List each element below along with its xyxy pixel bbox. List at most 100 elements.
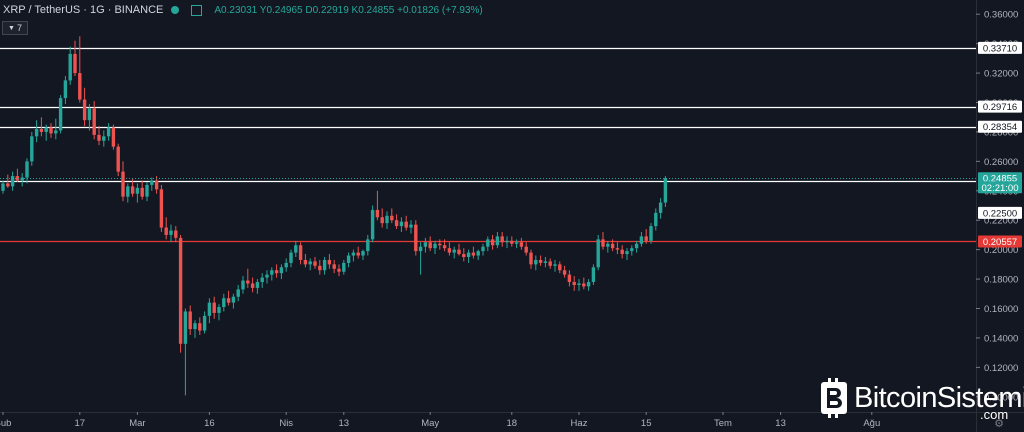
candle-body[interactable] (25, 161, 29, 178)
candle-body[interactable] (476, 251, 480, 256)
candle-body[interactable] (658, 202, 663, 213)
candle-body[interactable] (308, 261, 312, 265)
candle-body[interactable] (126, 186, 130, 197)
candle-body[interactable] (298, 245, 303, 260)
candle-body[interactable] (154, 180, 159, 190)
candle-body[interactable] (380, 217, 384, 224)
candle-body[interactable] (548, 261, 552, 266)
candle-body[interactable] (390, 215, 394, 221)
candle-body[interactable] (495, 236, 500, 246)
candle-body[interactable] (303, 259, 308, 265)
candle-body[interactable] (92, 108, 96, 135)
candle-body[interactable] (289, 252, 293, 263)
candle-body[interactable] (500, 236, 504, 243)
candle-body[interactable] (423, 242, 428, 247)
candle-body[interactable] (1, 183, 5, 191)
candle-body[interactable] (327, 259, 332, 265)
candle-body[interactable] (572, 282, 576, 285)
candle-body[interactable] (529, 252, 533, 265)
candle-body[interactable] (318, 265, 322, 271)
candle-body[interactable] (145, 184, 149, 197)
symbol-title[interactable]: XRP / TetherUS · 1G · BINANCE (3, 4, 164, 16)
candle-body[interactable] (270, 270, 274, 275)
candle-body[interactable] (630, 248, 634, 252)
candle-body[interactable] (68, 53, 72, 81)
candle-body[interactable] (610, 243, 615, 249)
candle-body[interactable] (274, 270, 279, 274)
candle-body[interactable] (370, 209, 375, 240)
gear-icon[interactable]: ⚙ (994, 417, 1004, 430)
candle-body[interactable] (250, 283, 255, 288)
candle-body[interactable] (121, 171, 125, 197)
candle-body[interactable] (438, 243, 442, 246)
candle-body[interactable] (150, 180, 154, 185)
candle-body[interactable] (6, 183, 10, 187)
candle-body[interactable] (534, 259, 538, 265)
candle-body[interactable] (466, 252, 471, 257)
candle-body[interactable] (457, 249, 461, 255)
candle-body[interactable] (639, 236, 644, 244)
candle-body[interactable] (188, 311, 192, 330)
candle-body[interactable] (39, 128, 44, 132)
indicator-toggle[interactable]: ▼ 7 (2, 21, 28, 35)
candle-body[interactable] (553, 264, 557, 266)
candle-body[interactable] (241, 280, 245, 290)
candle-body[interactable] (615, 248, 620, 250)
candle-body[interactable] (409, 224, 413, 228)
candle-body[interactable] (178, 237, 183, 344)
candle-body[interactable] (442, 245, 447, 249)
candle-body[interactable] (78, 73, 82, 100)
candle-body[interactable] (226, 298, 231, 303)
candle-body[interactable] (346, 255, 351, 263)
candle-body[interactable] (582, 283, 586, 287)
candle-body[interactable] (505, 240, 509, 243)
candle-body[interactable] (591, 267, 596, 283)
candle-body[interactable] (332, 264, 336, 269)
candle-body[interactable] (606, 243, 610, 247)
candle-body[interactable] (260, 277, 264, 283)
candle-body[interactable] (644, 236, 648, 241)
candle-body[interactable] (471, 252, 476, 256)
candle-body[interactable] (15, 176, 20, 181)
collapse-square-icon[interactable] (191, 4, 203, 16)
candle-body[interactable] (567, 274, 572, 283)
candle-body[interactable] (236, 289, 240, 297)
candle-body[interactable] (34, 128, 39, 137)
candle-body[interactable] (514, 242, 519, 244)
candle-body[interactable] (663, 178, 668, 203)
candle-body[interactable] (58, 98, 63, 131)
candle-body[interactable] (394, 220, 399, 227)
candle-body[interactable] (231, 296, 236, 303)
candle-body[interactable] (538, 259, 543, 263)
candle-body[interactable] (63, 80, 68, 99)
candle-body[interactable] (322, 259, 327, 271)
candle-body[interactable] (207, 302, 212, 316)
candle-body[interactable] (255, 282, 260, 288)
candle-body[interactable] (73, 53, 77, 74)
candle-body[interactable] (183, 311, 188, 344)
candle-body[interactable] (198, 323, 202, 331)
candle-body[interactable] (596, 239, 600, 268)
candle-body[interactable] (202, 315, 207, 331)
candle-body[interactable] (510, 240, 514, 244)
candle-body[interactable] (193, 323, 197, 330)
candle-body[interactable] (265, 274, 269, 278)
candle-body[interactable] (116, 146, 120, 172)
candle-body[interactable] (159, 189, 164, 228)
candle-body[interactable] (10, 176, 15, 187)
candle-body[interactable] (135, 187, 140, 194)
candle-body[interactable] (625, 251, 629, 255)
candle-body[interactable] (279, 267, 284, 274)
candle-body[interactable] (654, 212, 658, 227)
candle-body[interactable] (20, 177, 24, 181)
candle-body[interactable] (217, 307, 221, 313)
candle-body[interactable] (586, 282, 591, 287)
candle-body[interactable] (222, 298, 226, 308)
candle-body[interactable] (337, 268, 341, 272)
candle-body[interactable] (558, 264, 562, 271)
candle-body[interactable] (106, 127, 111, 137)
candle-body[interactable] (111, 127, 116, 147)
candle-body[interactable] (519, 242, 524, 247)
candle-body[interactable] (342, 262, 346, 272)
